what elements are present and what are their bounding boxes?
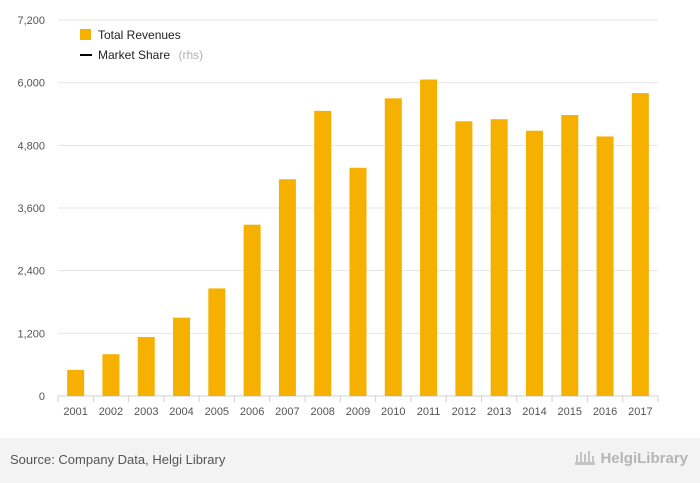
y-tick-label: 6,000	[17, 78, 45, 90]
bar-series	[67, 79, 649, 397]
y-tick-label: 7,200	[17, 15, 45, 27]
legend: Total Revenues Market Share (rhs)	[80, 28, 203, 63]
bar-total-revenues	[561, 115, 579, 397]
x-tick-label: 2010	[381, 406, 405, 418]
bar-total-revenues	[631, 93, 649, 396]
bar-total-revenues	[384, 98, 402, 396]
legend-label-market-share-text: Market Share	[98, 48, 170, 62]
x-tick-label: 2012	[452, 406, 476, 418]
helgi-library-logo-icon	[575, 451, 596, 465]
legend-label-market-share: Market Share (rhs)	[98, 46, 203, 63]
x-tick-label: 2013	[487, 406, 511, 418]
bar-total-revenues	[102, 354, 120, 396]
bar-total-revenues	[349, 167, 367, 396]
x-tick-label: 2006	[240, 406, 264, 418]
x-axis-ticks: 2001 2002 2003 2004 2005 2006 2007 2008 2009 2010…	[57, 396, 659, 418]
bar-total-revenues	[525, 130, 543, 396]
source-note: Source: Company Data, Helgi Library	[10, 452, 226, 467]
x-tick-label: 2008	[310, 406, 334, 418]
legend-swatch-total-revenues	[80, 29, 91, 40]
x-tick-label: 2005	[205, 406, 229, 418]
y-tick-label: 2,400	[17, 266, 45, 278]
bar-total-revenues	[137, 336, 155, 396]
bar-total-revenues	[278, 179, 296, 396]
x-tick-label: 2009	[346, 406, 370, 418]
x-tick-label: 2016	[593, 406, 617, 418]
x-tick-label: 2003	[134, 406, 158, 418]
legend-label-total-revenues: Total Revenues	[98, 28, 181, 42]
y-tick-label: 4,800	[17, 140, 45, 152]
bar-total-revenues	[455, 121, 473, 397]
x-tick-label: 2014	[522, 406, 546, 418]
bar-total-revenues	[490, 119, 508, 396]
y-tick-label: 0	[39, 391, 45, 403]
brand-name: HelgiLibrary	[600, 449, 688, 467]
x-tick-label: 2001	[63, 406, 87, 418]
y-tick-label: 1,200	[17, 328, 45, 340]
bar-total-revenues	[420, 79, 438, 397]
bar-total-revenues	[243, 224, 261, 396]
x-tick-label: 2002	[99, 406, 123, 418]
revenue-bar-chart: 0 1,200 2,400 3,600 4,800 6,000 7,200 2001 2002…	[17, 15, 659, 418]
x-tick-label: 2007	[275, 406, 299, 418]
legend-label-market-share-suffix: (rhs)	[178, 48, 203, 62]
x-tick-label: 2011	[417, 406, 441, 418]
y-axis-ticks: 0 1,200 2,400 3,600 4,800 6,000 7,200	[17, 15, 45, 403]
bar-total-revenues	[314, 110, 332, 396]
footer-band	[0, 438, 700, 483]
x-tick-label: 2017	[628, 406, 652, 418]
bar-total-revenues	[208, 288, 226, 396]
brand-logo: HelgiLibrary	[574, 449, 688, 467]
x-tick-label: 2004	[169, 406, 193, 418]
bar-total-revenues	[173, 317, 191, 396]
bar-total-revenues	[67, 369, 85, 396]
y-tick-label: 3,600	[17, 203, 45, 215]
x-tick-label: 2015	[558, 406, 582, 418]
bar-total-revenues	[596, 136, 614, 396]
